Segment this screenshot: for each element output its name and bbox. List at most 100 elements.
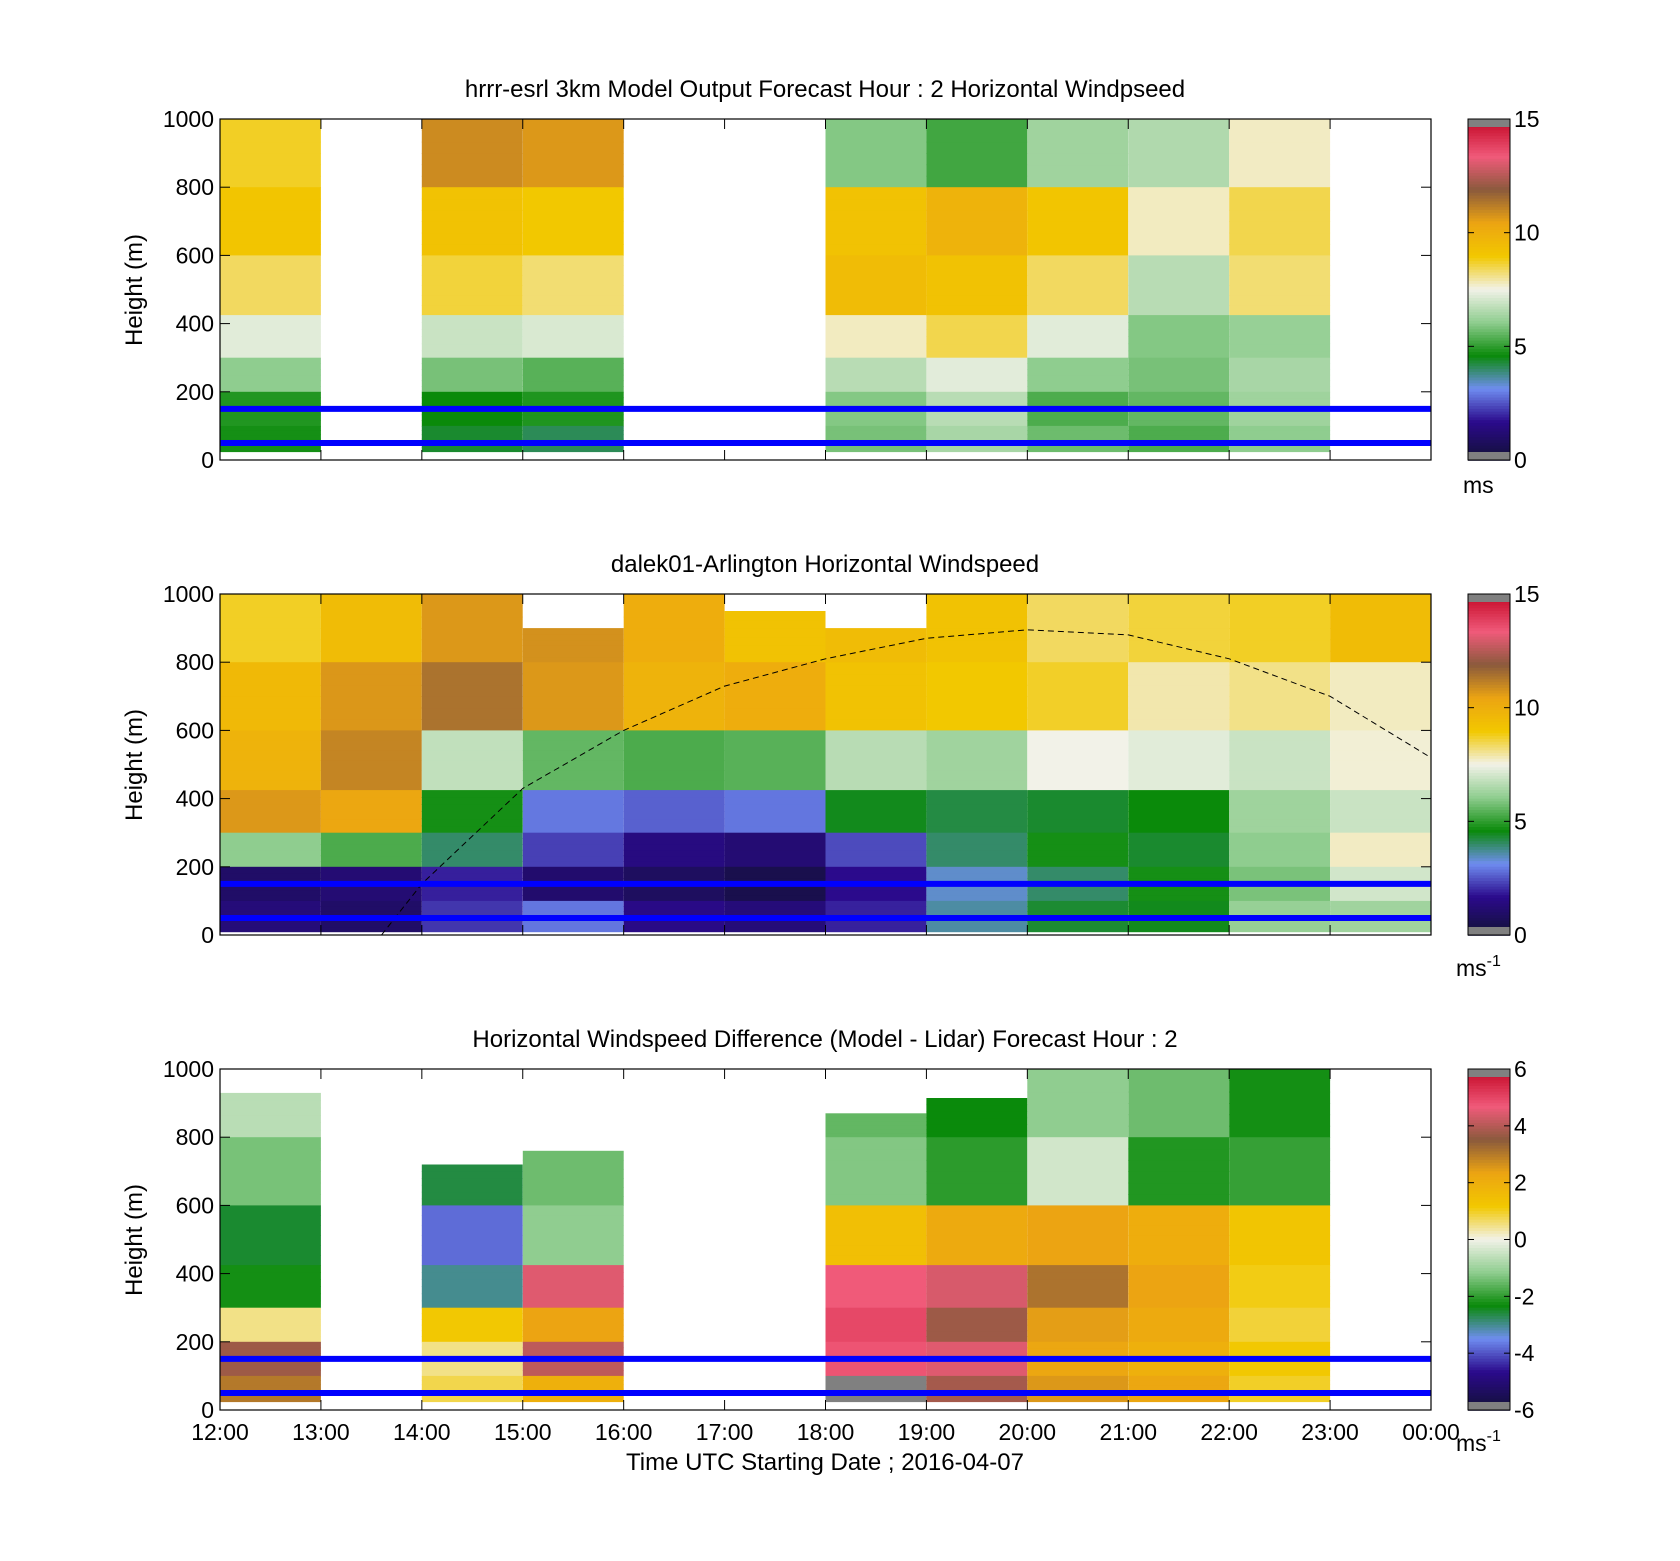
heatmap-cell [1128, 221, 1230, 234]
colorbar-segment [1468, 747, 1510, 752]
heatmap-cell [421, 1364, 523, 1371]
heatmap-cell [1128, 198, 1230, 211]
colorbar-segment [1468, 332, 1510, 336]
heatmap-cell [926, 1205, 1028, 1216]
x-tick-label: 13:00 [292, 1419, 350, 1445]
heatmap-cell [1027, 1358, 1129, 1366]
heatmap-cell [220, 255, 321, 266]
heatmap-cell [421, 1380, 523, 1386]
heatmap-cell [1229, 855, 1331, 862]
colorbar-segment [1468, 207, 1510, 211]
heatmap-cell [825, 900, 927, 907]
colorbar-segment [1468, 266, 1510, 271]
heatmap-cell [825, 1113, 927, 1118]
colorbar-segment [1468, 900, 1510, 905]
heatmap-cell [1330, 639, 1431, 652]
heatmap-cell [421, 673, 523, 686]
heatmap-cell [421, 1319, 523, 1326]
heatmap-cell [1027, 1313, 1129, 1320]
heatmap-cell [522, 329, 624, 337]
reference-lines [220, 405, 1431, 446]
heatmap-cell [1229, 1300, 1331, 1309]
heatmap-cell [220, 391, 321, 399]
heatmap-cell [1027, 838, 1129, 845]
colorbar-tick-label: -6 [1514, 1397, 1534, 1423]
heatmap-cell [1128, 889, 1230, 896]
colorbar-segment [1468, 824, 1510, 828]
heatmap-cell [1128, 1114, 1230, 1127]
heatmap-cell [421, 1191, 523, 1200]
heatmap-cell [926, 1313, 1028, 1320]
heatmap-cell [1128, 119, 1230, 131]
heatmap-cell [825, 760, 927, 771]
heatmap-cell [926, 447, 1028, 453]
heatmap-cell [1330, 926, 1431, 933]
heatmap-cell [421, 434, 523, 440]
panel-title: dalek01-Arlington Horizontal Windspeed [611, 551, 1039, 578]
colorbar-segment [1468, 1296, 1510, 1300]
colorbar-segment [1468, 792, 1510, 797]
colorbar-underflow [1468, 452, 1510, 460]
heatmap-cell [825, 1313, 927, 1320]
heatmap-cell [825, 265, 927, 276]
heatmap-cell [724, 872, 826, 879]
heatmap-cell [926, 911, 1028, 917]
colorbar-segment [1468, 181, 1510, 186]
heatmap-cell [1330, 895, 1431, 902]
heatmap-cell [1027, 1265, 1129, 1273]
heatmap-cell [825, 1133, 927, 1138]
heatmap-cell [825, 1125, 927, 1130]
colorbar-segment [1468, 1216, 1510, 1221]
heatmap-cell [1128, 430, 1230, 436]
heatmap-cell [825, 275, 927, 286]
heatmap-cell [522, 1313, 624, 1320]
heatmap-cell [522, 357, 624, 364]
colorbar-segment [1468, 1381, 1510, 1386]
colorbar-segment [1468, 303, 1510, 308]
heatmap-cell [522, 900, 624, 907]
heatmap-cell [1229, 1319, 1331, 1326]
heatmap-cell [825, 662, 927, 675]
heatmap-cell [220, 628, 321, 641]
heatmap-cell [522, 633, 624, 641]
x-tick-label: 16:00 [595, 1419, 653, 1445]
heatmap-cell [1229, 322, 1331, 330]
heatmap-cell [1128, 616, 1230, 629]
colorbar-segment [1468, 730, 1510, 734]
colorbar-segment [1468, 249, 1510, 254]
heatmap-cell [421, 926, 523, 933]
heatmap-cell [421, 1286, 523, 1295]
heatmap-cell [421, 883, 523, 891]
heatmap-cell [926, 696, 1028, 709]
heatmap-cell [825, 1272, 927, 1280]
heatmap-cell [1027, 1375, 1129, 1381]
colorbar-segment [1468, 1395, 1510, 1400]
colorbar-segment [1468, 829, 1510, 834]
heatmap-cell [421, 130, 523, 143]
heatmap-cell [421, 844, 523, 851]
heatmap-cell [1128, 895, 1230, 902]
heatmap-cell [1027, 1380, 1129, 1386]
heatmap-cell [926, 889, 1028, 896]
heatmap-cell [825, 889, 927, 896]
heatmap-cell [1229, 343, 1331, 352]
heatmap-cell [320, 838, 422, 845]
heatmap-cell [421, 616, 523, 629]
colorbar-segment [1468, 403, 1510, 407]
heatmap-cell [825, 357, 927, 364]
colorbar-segment [1468, 184, 1510, 188]
heatmap-cell [1330, 673, 1431, 686]
heatmap-cell [220, 804, 321, 812]
heatmap-cell [1027, 414, 1129, 421]
heatmap-cell [825, 811, 927, 820]
y-tick-label: 0 [201, 922, 214, 948]
colorbar-segment [1468, 1353, 1510, 1357]
heatmap-cell [1027, 187, 1129, 200]
heatmap-cell [1027, 895, 1129, 902]
colorbar-segment [1468, 775, 1510, 780]
heatmap-cell [623, 900, 725, 907]
heatmap-cell [320, 719, 422, 731]
heatmap-cell [1330, 844, 1431, 851]
heatmap-cell [1027, 1194, 1129, 1206]
